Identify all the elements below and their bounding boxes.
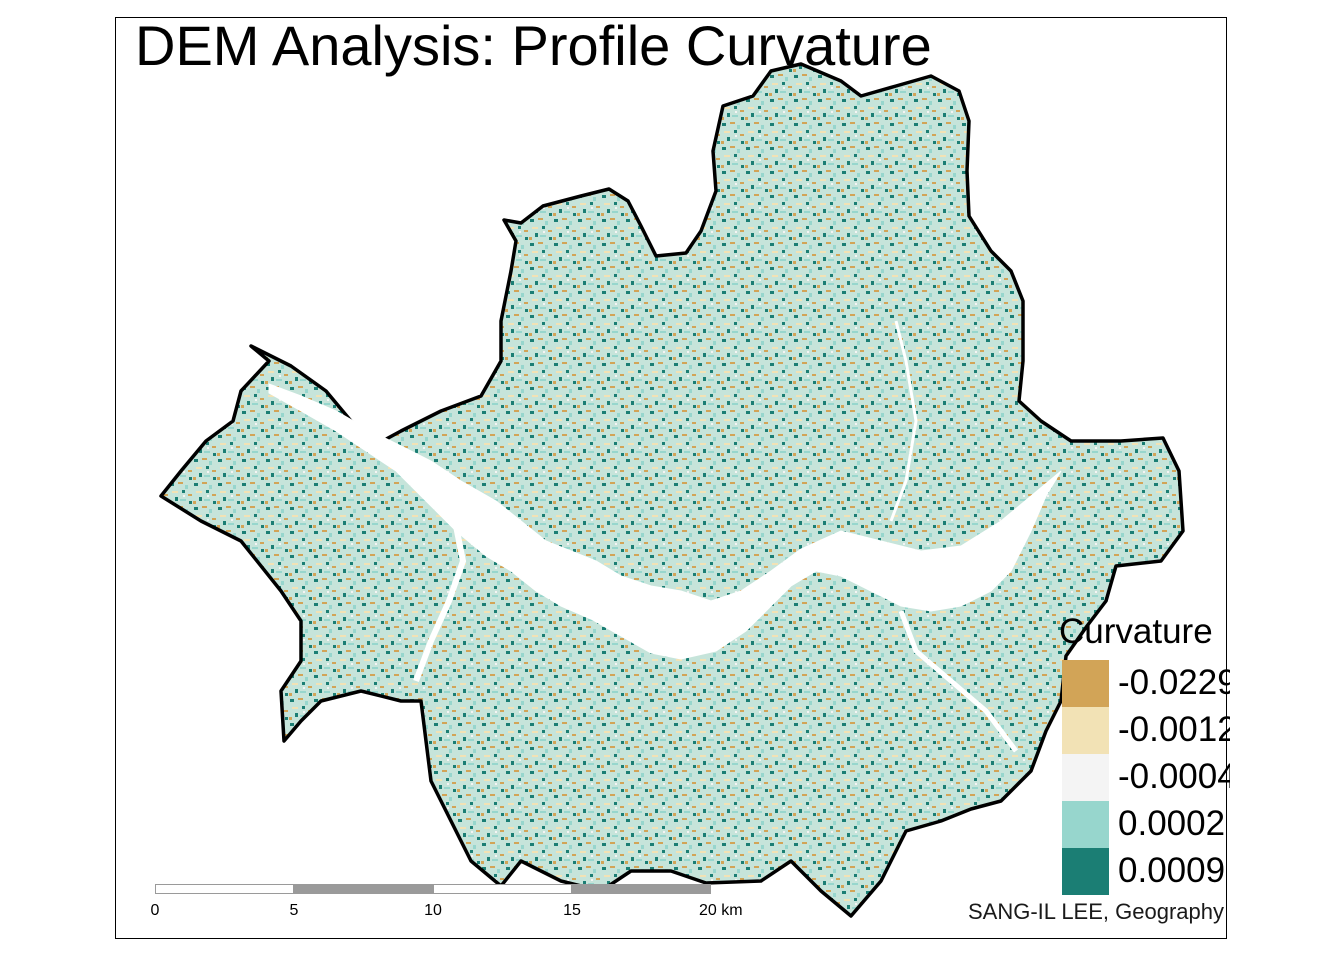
- seoul-boundary: [159, 62, 1185, 918]
- legend-item: -0.0012 to -0.0004: [1062, 707, 1230, 754]
- map-canvas: [159, 62, 1185, 918]
- legend-swatch: [1062, 660, 1109, 707]
- scale-bar-tick-label: 20 km: [699, 902, 743, 919]
- legend-item: 0.0002 to 0.0009: [1062, 801, 1230, 848]
- scale-bar-tick-label: 5: [289, 902, 299, 919]
- scale-bar-tick-label: 15: [563, 902, 581, 919]
- tributary-stream: [898, 610, 1018, 753]
- legend-swatch: [1062, 754, 1109, 801]
- credit-box: SANG-IL LEE, Geography: [960, 895, 1226, 927]
- map-frame: [115, 17, 1227, 939]
- legend-item: -0.0004 to 0.0002: [1062, 754, 1230, 801]
- map-credit: SANG-IL LEE, Geography: [968, 899, 1224, 924]
- scale-bar-tick-label: 0: [150, 902, 160, 919]
- scale-bar: 0 5 10 15 20 km: [151, 884, 743, 924]
- legend-label: 0.0009 to 0.0265: [1118, 851, 1230, 890]
- scale-bar-segment: [433, 884, 572, 894]
- map-title: DEM Analysis: Profile Curvature: [135, 14, 932, 77]
- legend-label: 0.0002 to 0.0009: [1118, 804, 1230, 843]
- legend-label: -0.0229 to -0.0012: [1118, 663, 1230, 702]
- legend-item: -0.0229 to -0.0012: [1062, 660, 1230, 707]
- tributary-stream: [413, 525, 467, 683]
- scale-bar-tick-label: 10: [424, 902, 442, 919]
- legend: Curvature -0.0229 to -0.0012 -0.0012 to …: [1055, 600, 1230, 930]
- scale-bar-segment: [294, 884, 433, 894]
- tributary-stream: [889, 320, 918, 522]
- legend-label: -0.0012 to -0.0004: [1118, 710, 1230, 749]
- legend-swatch: [1062, 801, 1109, 848]
- han-river: [268, 383, 1062, 660]
- legend-swatch: [1062, 848, 1109, 895]
- scale-bar-segment: [572, 884, 711, 894]
- legend-swatch: [1062, 707, 1109, 754]
- legend-label: -0.0004 to 0.0002: [1118, 757, 1230, 796]
- legend-item: 0.0009 to 0.0265: [1062, 848, 1230, 895]
- scale-bar-segment: [155, 884, 294, 894]
- legend-title: Curvature: [1059, 612, 1213, 651]
